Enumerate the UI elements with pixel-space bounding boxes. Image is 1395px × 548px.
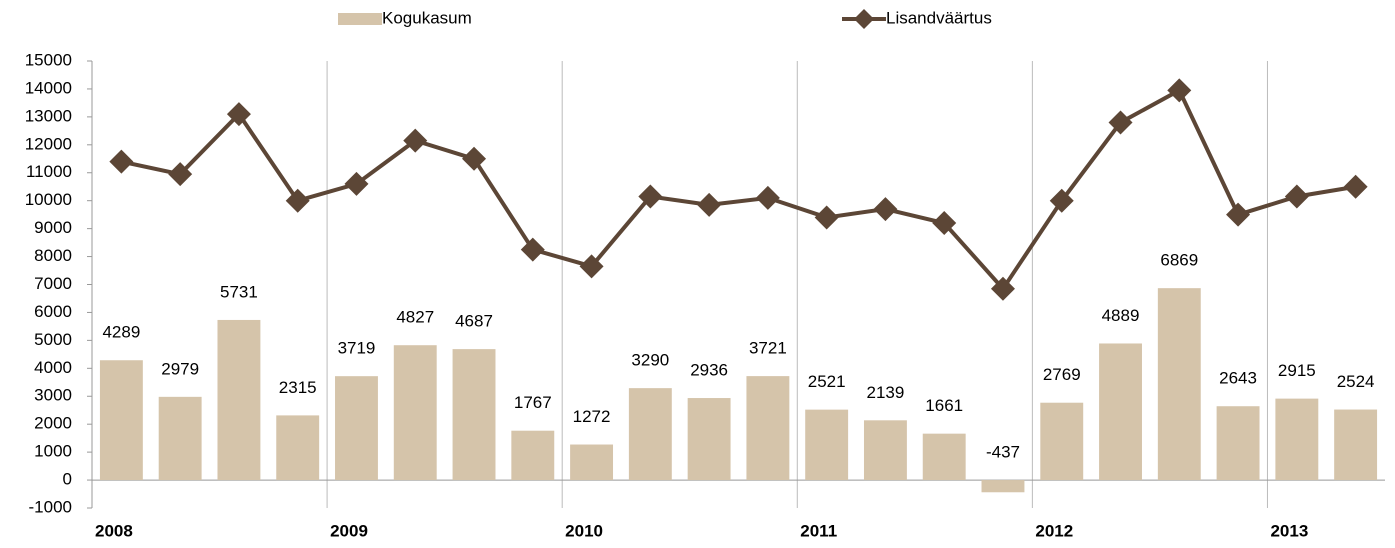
- y-tick-label: 14000: [25, 78, 72, 97]
- data-label: 2139: [867, 383, 905, 402]
- data-label: 4289: [102, 323, 140, 342]
- bar: [922, 433, 966, 481]
- data-label: 6869: [1160, 251, 1198, 270]
- data-label: 2979: [161, 359, 199, 378]
- bar: [1275, 398, 1319, 481]
- y-tick-label: 5000: [34, 330, 72, 349]
- marker: [990, 276, 1015, 301]
- marker: [697, 192, 722, 217]
- marker: [932, 211, 957, 236]
- bar: [628, 388, 672, 481]
- legend-swatch: [338, 13, 382, 25]
- data-label: 1272: [573, 407, 611, 426]
- marker: [462, 146, 487, 171]
- bar: [452, 349, 496, 481]
- x-tick-label: 2010: [565, 521, 603, 540]
- line: [120, 87, 1356, 292]
- bar: [981, 480, 1025, 493]
- marker: [638, 184, 663, 209]
- data-label: 2315: [279, 378, 317, 397]
- y-tick-label: 7000: [34, 274, 72, 293]
- y-tick-label: 8000: [34, 246, 72, 265]
- bar: [1099, 343, 1142, 481]
- marker: [1284, 184, 1309, 209]
- x-tick-label: 2013: [1270, 521, 1308, 540]
- marker: [520, 237, 545, 262]
- marker: [168, 162, 193, 187]
- bar: [1040, 402, 1084, 481]
- bar: [335, 376, 378, 481]
- y-tick-label: 2000: [34, 414, 72, 433]
- marker: [403, 128, 428, 153]
- x-tick-label: 2012: [1035, 521, 1073, 540]
- y-tick-label: 15000: [25, 50, 72, 69]
- bar: [1334, 409, 1378, 481]
- y-tick-label: 9000: [34, 218, 72, 237]
- legend-label: Lisandväärtus: [886, 8, 992, 27]
- bar: [99, 360, 143, 481]
- marker: [109, 149, 134, 174]
- data-label: -437: [986, 443, 1020, 462]
- data-label: 2936: [690, 361, 728, 380]
- bar: [158, 396, 202, 481]
- data-label: 3290: [631, 351, 669, 370]
- legend-label: Kogukasum: [382, 8, 472, 27]
- y-tick-label: 3000: [34, 386, 72, 405]
- bar: [805, 409, 849, 481]
- y-tick-label: 4000: [34, 358, 72, 377]
- bar: [570, 444, 614, 481]
- marker: [1167, 78, 1192, 103]
- marker: [873, 197, 898, 222]
- data-label: 2769: [1043, 365, 1081, 384]
- bar: [1216, 406, 1260, 481]
- data-label: 4889: [1102, 306, 1140, 325]
- y-tick-label: 11000: [26, 162, 72, 181]
- marker: [755, 185, 780, 210]
- bar: [1157, 288, 1201, 481]
- marker: [814, 205, 839, 230]
- y-tick-label: 1000: [34, 442, 72, 461]
- bar: [863, 420, 907, 481]
- bar: [393, 345, 437, 481]
- y-tick-label: 10000: [25, 190, 72, 209]
- data-label: 5731: [220, 282, 258, 301]
- data-label: 2643: [1219, 369, 1257, 388]
- bar: [687, 398, 731, 481]
- y-tick-label: 0: [63, 470, 72, 489]
- bar: [217, 319, 261, 481]
- marker: [226, 102, 251, 127]
- marker: [579, 254, 604, 279]
- data-label: 1661: [925, 396, 963, 415]
- y-tick-label: 12000: [25, 134, 72, 153]
- data-label: 2915: [1278, 361, 1316, 380]
- marker: [1226, 202, 1251, 227]
- marker: [1108, 110, 1133, 135]
- marker: [285, 188, 310, 213]
- x-tick-label: 2009: [330, 521, 368, 540]
- y-tick-label: 13000: [25, 106, 72, 125]
- data-label: 3721: [749, 339, 787, 358]
- y-tick-label: -1000: [29, 497, 72, 516]
- data-label: 3719: [338, 339, 376, 358]
- x-tick-label: 2011: [800, 521, 837, 540]
- y-tick-label: 6000: [34, 302, 72, 321]
- data-label: 2521: [808, 372, 846, 391]
- x-tick-label: 2008: [95, 521, 133, 540]
- bar: [746, 376, 790, 481]
- marker: [344, 171, 369, 196]
- data-label: 4827: [396, 308, 434, 327]
- bar: [511, 430, 555, 481]
- data-label: 2524: [1337, 372, 1375, 391]
- bar: [276, 415, 320, 481]
- data-label: 4687: [455, 312, 493, 331]
- data-label: 1767: [514, 393, 552, 412]
- marker: [1343, 174, 1368, 199]
- legend-marker: [854, 9, 874, 29]
- marker: [1049, 188, 1074, 213]
